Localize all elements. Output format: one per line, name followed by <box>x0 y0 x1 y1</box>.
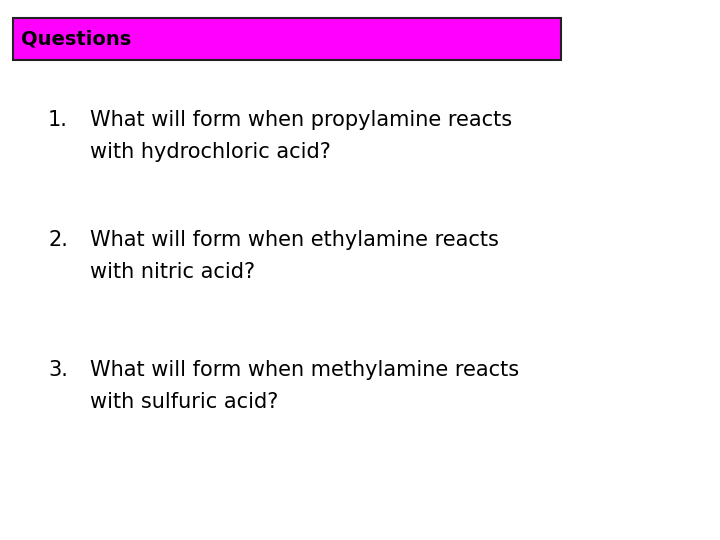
Text: with hydrochloric acid?: with hydrochloric acid? <box>90 142 331 162</box>
Text: 3.: 3. <box>48 360 68 380</box>
Text: What will form when propylamine reacts: What will form when propylamine reacts <box>90 110 512 130</box>
Bar <box>13 18 561 60</box>
Text: What will form when ethylamine reacts: What will form when ethylamine reacts <box>90 230 499 250</box>
Text: 1.: 1. <box>48 110 68 130</box>
Text: 2.: 2. <box>48 230 68 250</box>
Text: with sulfuric acid?: with sulfuric acid? <box>90 392 279 412</box>
Text: Questions: Questions <box>21 30 131 49</box>
Text: What will form when methylamine reacts: What will form when methylamine reacts <box>90 360 519 380</box>
Text: with nitric acid?: with nitric acid? <box>90 262 255 282</box>
